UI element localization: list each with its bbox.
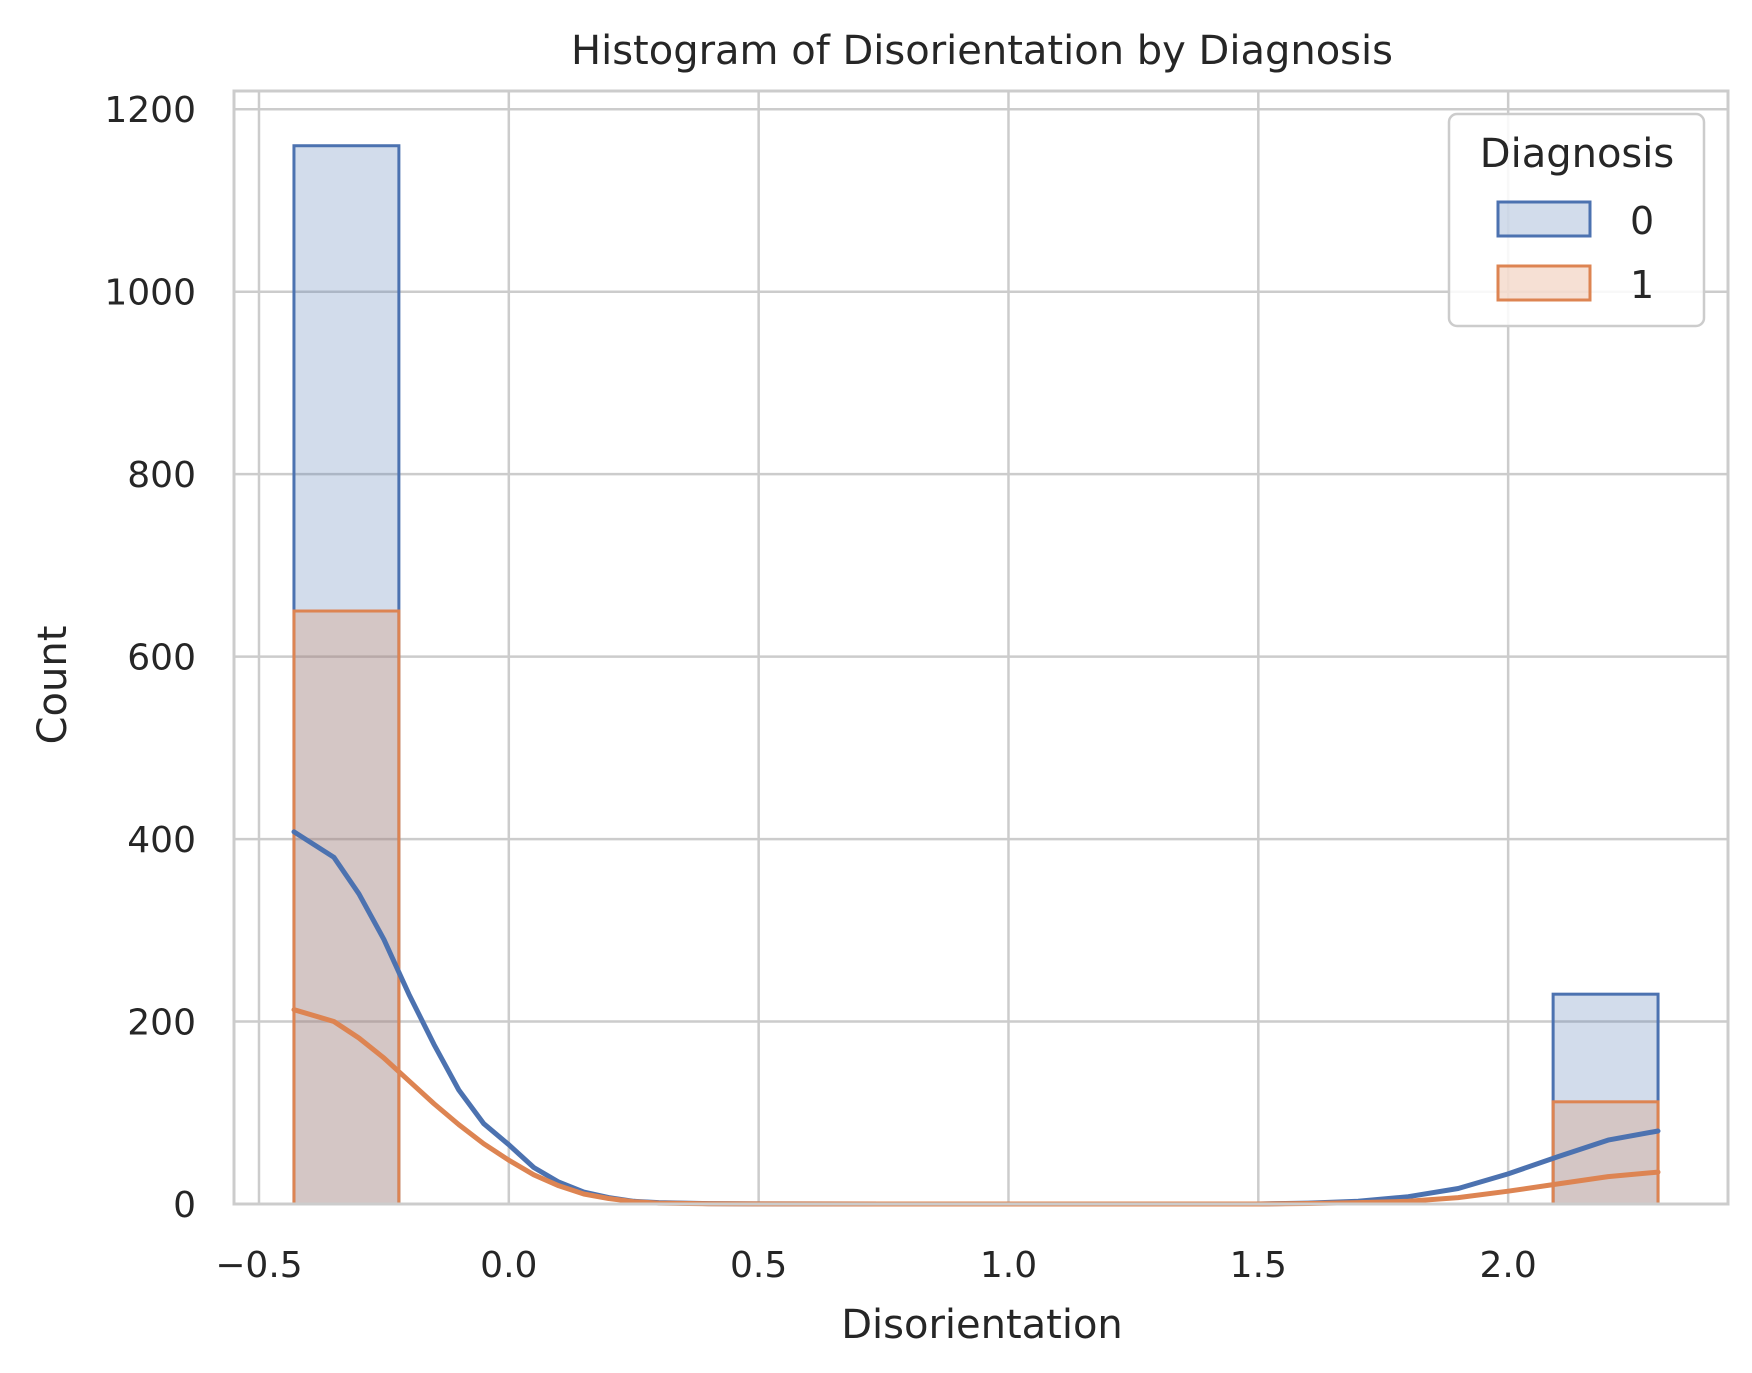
- legend-swatch-1: [1496, 264, 1592, 302]
- ticks-layer: −0.5 0.0 0.5 1.0 1.5 2.0 0 200 400 600 800 1000 1200: [104, 90, 1536, 1286]
- y-tick-label: 1000: [104, 273, 196, 314]
- chart-title: Histogram of Disorientation by Diagnosis: [571, 28, 1393, 74]
- kde-layer: [291, 829, 1661, 1207]
- y-tick-label: 0: [173, 1185, 196, 1226]
- legend: Diagnosis 0 1: [1447, 112, 1706, 328]
- x-tick-label: 0.5: [730, 1245, 787, 1286]
- axes-frame: [232, 89, 1730, 1206]
- x-tick-label: 2.0: [1480, 1245, 1537, 1286]
- y-tick-label: 800: [127, 455, 196, 496]
- x-tick-label: 1.0: [980, 1245, 1037, 1286]
- grid-layer: [234, 91, 1728, 1206]
- x-tick-label: −0.5: [215, 1245, 302, 1286]
- x-tick-label: 1.5: [1230, 1245, 1287, 1286]
- y-axis-label: Count: [30, 626, 76, 745]
- y-tick-label: 600: [127, 638, 196, 679]
- legend-label-0: 0: [1630, 199, 1654, 243]
- x-axis-label: Disorientation: [841, 1302, 1123, 1348]
- legend-label-1: 1: [1630, 263, 1654, 307]
- legend-title: Diagnosis: [1480, 131, 1674, 177]
- x-tick-label: 0.0: [480, 1245, 537, 1286]
- bars-layer: [292, 144, 1660, 1206]
- histogram-bar: [292, 609, 401, 1206]
- y-tick-label: 200: [127, 1003, 196, 1044]
- y-tick-label: 1200: [104, 90, 196, 131]
- legend-box: [1447, 112, 1706, 328]
- y-tick-label: 400: [127, 820, 196, 861]
- legend-swatch-0: [1496, 200, 1592, 238]
- kde-curve: [291, 1007, 1661, 1207]
